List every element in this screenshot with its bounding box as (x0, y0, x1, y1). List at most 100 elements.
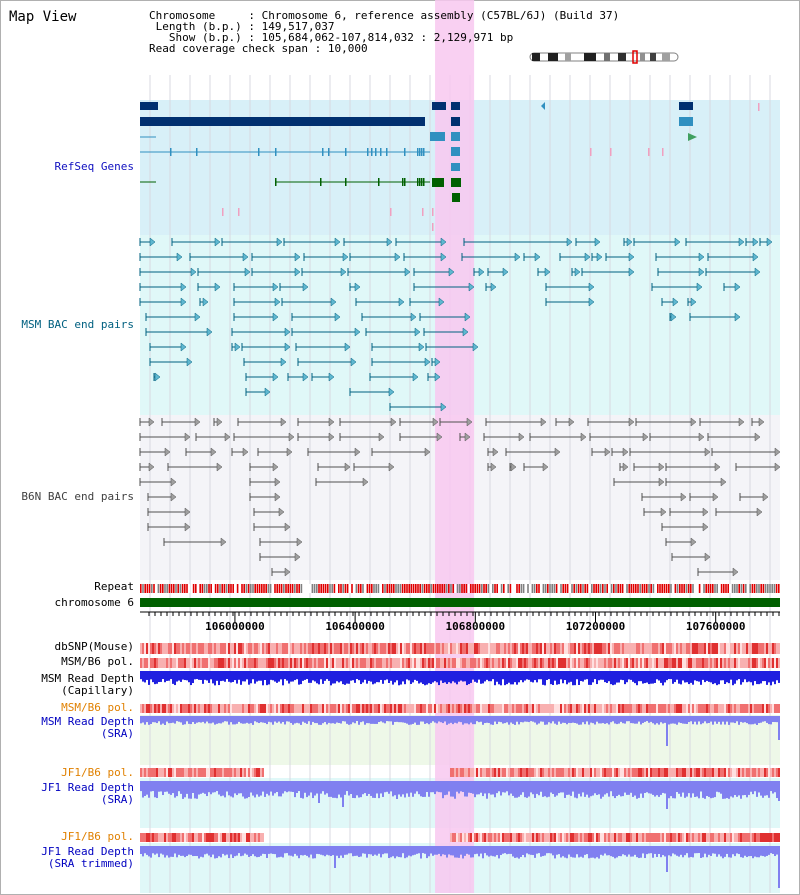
msm-pol2-band[interactable] (622, 704, 624, 713)
msm-depth-sra-bar[interactable] (592, 716, 594, 724)
msm-pol-band[interactable] (488, 658, 490, 668)
msm-pol2-band[interactable] (400, 704, 402, 713)
repeat-element[interactable] (412, 584, 415, 593)
msm-depth-cap-bar[interactable] (356, 671, 358, 680)
msm-depth-cap-bar[interactable] (562, 671, 564, 684)
repeat-element[interactable] (703, 584, 705, 593)
msm-depth-cap-bar[interactable] (480, 671, 482, 684)
msm-depth-sra-bar[interactable] (270, 716, 272, 723)
jf1-depth-sra-bar[interactable] (712, 781, 714, 798)
msm-pol-band[interactable] (430, 658, 432, 668)
msm-pol2-band[interactable] (590, 704, 592, 713)
msm-depth-cap-bar[interactable] (526, 671, 528, 680)
msm-pol-band[interactable] (646, 658, 648, 668)
msm-pol-band[interactable] (208, 658, 210, 668)
jf1-pol-band[interactable] (160, 768, 162, 777)
jf1-depth-trim-bar[interactable] (286, 846, 288, 854)
jf1-depth-sra-bar[interactable] (286, 781, 288, 793)
jf1-depth-sra-bar[interactable] (410, 781, 412, 793)
msm-pol-band[interactable] (538, 658, 540, 668)
msm-pol2-band[interactable] (514, 704, 516, 713)
msm-depth-sra-bar[interactable] (140, 716, 142, 724)
msm-depth-sra-bar[interactable] (280, 716, 282, 724)
jf1-pol2-band[interactable] (480, 833, 482, 842)
msm-depth-sra-bar[interactable] (316, 716, 318, 724)
jf1-pol-band[interactable] (666, 768, 668, 777)
repeat-element[interactable] (588, 584, 591, 593)
msm-pol2-band[interactable] (600, 704, 602, 713)
repeat-element[interactable] (646, 584, 648, 593)
msm-pol2-band[interactable] (186, 704, 188, 713)
jf1-depth-trim-bar[interactable] (386, 846, 388, 854)
msm-pol2-band[interactable] (608, 704, 610, 713)
jf1-depth-sra-bar[interactable] (226, 781, 228, 792)
repeat-element[interactable] (544, 584, 547, 593)
jf1-depth-sra-bar[interactable] (336, 781, 338, 799)
jf1-depth-sra-bar[interactable] (646, 781, 648, 793)
jf1-pol2-band[interactable] (700, 833, 702, 842)
dbsnp-band[interactable] (244, 643, 246, 654)
jf1-pol-band[interactable] (228, 768, 230, 777)
msm-pol2-band[interactable] (576, 704, 578, 713)
msm-depth-cap-bar[interactable] (498, 671, 500, 685)
jf1-depth-trim-bar[interactable] (224, 846, 226, 856)
dbsnp-band[interactable] (656, 643, 658, 654)
jf1-pol2-band[interactable] (680, 833, 682, 842)
msm-pol-band[interactable] (140, 658, 142, 668)
jf1-pol2-band[interactable] (484, 833, 486, 842)
msm-pol-band[interactable] (454, 658, 456, 668)
jf1-pol2-band[interactable] (562, 833, 564, 842)
jf1-pol2-band[interactable] (724, 833, 726, 842)
repeat-element[interactable] (441, 584, 443, 593)
msm-depth-sra-bar[interactable] (154, 716, 156, 723)
msm-pol2-band[interactable] (532, 704, 534, 713)
msm-pol-band[interactable] (774, 658, 776, 668)
jf1-depth-sra-bar[interactable] (168, 781, 170, 794)
msm-pol2-band[interactable] (688, 704, 690, 713)
jf1-depth-trim-bar[interactable] (646, 846, 648, 855)
msm-pol-band[interactable] (728, 658, 730, 668)
jf1-pol-band[interactable] (246, 768, 248, 777)
msm-pol2-band[interactable] (586, 704, 588, 713)
jf1-pol-band[interactable] (252, 768, 254, 777)
dbsnp-band[interactable] (750, 643, 752, 654)
jf1-pol-band[interactable] (256, 768, 258, 777)
repeat-element[interactable] (428, 584, 430, 593)
msm-pol2-band[interactable] (188, 704, 190, 713)
msm-pol-band[interactable] (666, 658, 668, 668)
msm-pol2-band[interactable] (502, 704, 504, 713)
msm-pol2-band[interactable] (244, 704, 246, 713)
msm-pol2-band[interactable] (702, 704, 704, 713)
msm-pol2-band[interactable] (328, 704, 330, 713)
msm-depth-cap-bar[interactable] (744, 671, 746, 680)
msm-depth-sra-bar[interactable] (190, 716, 192, 725)
jf1-pol-band[interactable] (706, 768, 708, 777)
dbsnp-band[interactable] (454, 643, 456, 654)
msm-pol-band[interactable] (768, 658, 770, 668)
jf1-depth-trim-bar[interactable] (600, 846, 602, 855)
jf1-depth-sra-bar[interactable] (662, 781, 664, 793)
gene-block[interactable] (451, 102, 460, 110)
dbsnp-band[interactable] (342, 643, 344, 654)
msm-pol2-band[interactable] (744, 704, 746, 713)
jf1-pol2-band[interactable] (744, 833, 746, 842)
msm-depth-sra-bar[interactable] (408, 716, 410, 725)
repeat-element[interactable] (208, 584, 210, 593)
jf1-depth-sra-bar[interactable] (484, 781, 486, 794)
jf1-depth-sra-bar[interactable] (238, 781, 240, 794)
msm-depth-cap-bar[interactable] (230, 671, 232, 683)
dbsnp-band[interactable] (738, 643, 740, 654)
jf1-depth-sra-bar[interactable] (222, 781, 224, 796)
msm-pol2-band[interactable] (526, 704, 528, 713)
msm-pol-band[interactable] (636, 658, 638, 668)
dbsnp-band[interactable] (670, 643, 672, 654)
msm-depth-cap-bar[interactable] (540, 671, 542, 680)
dbsnp-band[interactable] (668, 643, 670, 654)
dbsnp-band[interactable] (712, 643, 714, 654)
jf1-pol-band[interactable] (202, 768, 204, 777)
jf1-depth-sra-bar[interactable] (726, 781, 728, 799)
jf1-depth-trim-bar[interactable] (674, 846, 676, 855)
msm-pol2-band[interactable] (682, 704, 684, 713)
msm-depth-sra-bar[interactable] (202, 716, 204, 722)
repeat-element[interactable] (265, 584, 267, 593)
